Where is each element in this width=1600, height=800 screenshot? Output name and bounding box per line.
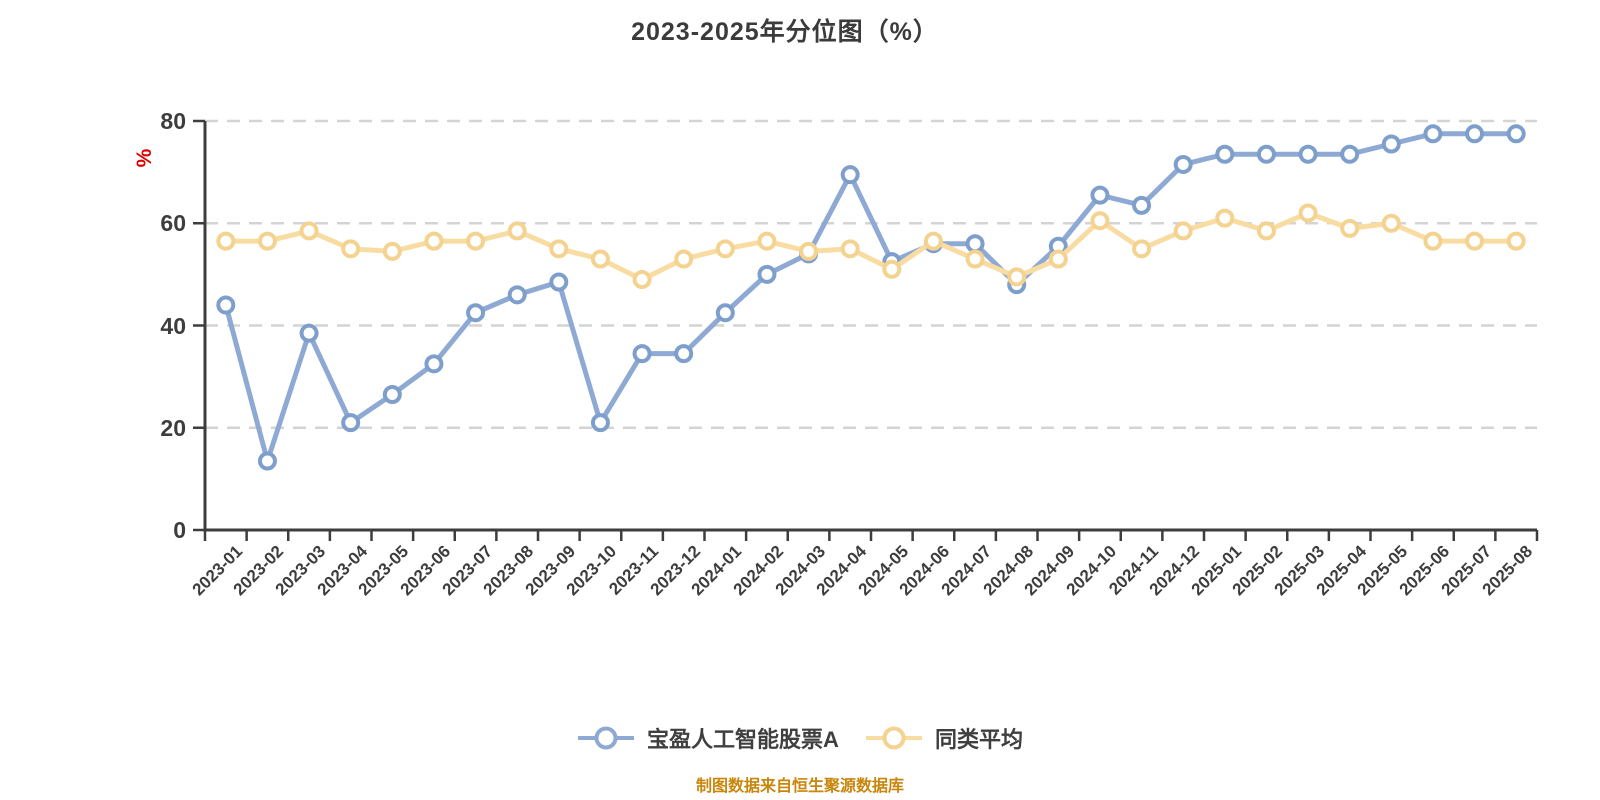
- data-source-note: 制图数据来自恒生聚源数据库: [695, 778, 904, 795]
- fund-point-2023-07[interactable]: [466, 303, 486, 323]
- fund-point-2023-08[interactable]: [507, 285, 527, 305]
- average-point-2023-03[interactable]: [299, 221, 319, 241]
- average-point-2024-04[interactable]: [840, 239, 860, 259]
- fund-point-2025-06[interactable]: [1423, 124, 1443, 144]
- legend-item-average[interactable]: 同类平均: [865, 722, 1023, 754]
- average-point-2025-05[interactable]: [1381, 213, 1401, 233]
- y-axis-label-60: 60: [160, 210, 186, 237]
- fund-legend-label: 宝盈人工智能股票A: [647, 727, 839, 752]
- fund-point-2023-03[interactable]: [299, 323, 319, 343]
- y-axis-label-40: 40: [160, 312, 186, 339]
- average-legend-marker: [865, 726, 922, 750]
- fund-point-2023-10[interactable]: [590, 413, 610, 433]
- average-point-2024-11[interactable]: [1132, 239, 1152, 259]
- fund-point-2024-07[interactable]: [965, 234, 985, 254]
- fund-point-2025-07[interactable]: [1465, 124, 1485, 144]
- average-point-2024-06[interactable]: [923, 231, 943, 251]
- average-legend-label: 同类平均: [934, 727, 1023, 752]
- average-point-2025-03[interactable]: [1298, 203, 1318, 223]
- average-point-2023-09[interactable]: [549, 239, 569, 259]
- y-axis-label-20: 20: [160, 414, 186, 441]
- average-point-2024-08[interactable]: [1007, 267, 1027, 287]
- fund-point-2023-02[interactable]: [257, 451, 277, 471]
- chart-title: 2023-2025年分位图（%）: [631, 18, 939, 46]
- fund-point-2023-06[interactable]: [424, 354, 444, 374]
- y-axis-label-80: 80: [160, 108, 186, 134]
- average-point-2023-02[interactable]: [257, 231, 277, 251]
- average-point-2025-04[interactable]: [1340, 218, 1360, 238]
- average-point-2025-06[interactable]: [1423, 231, 1443, 251]
- fund-point-2025-01[interactable]: [1215, 144, 1235, 164]
- fund-line: [223, 131, 1519, 464]
- average-point-2023-06[interactable]: [424, 231, 444, 251]
- fund-point-2025-05[interactable]: [1381, 134, 1401, 154]
- average-point-2025-02[interactable]: [1256, 221, 1276, 241]
- average-point-2025-07[interactable]: [1465, 231, 1485, 251]
- fund-point-2024-04[interactable]: [840, 165, 860, 185]
- average-point-2024-12[interactable]: [1173, 221, 1193, 241]
- average-point-2023-01[interactable]: [216, 231, 236, 251]
- average-point-2023-10[interactable]: [590, 249, 610, 269]
- fund-point-2024-02[interactable]: [757, 264, 777, 284]
- legend: 宝盈人工智能股票A 同类平均: [0, 718, 1600, 758]
- average-point-2023-04[interactable]: [341, 239, 361, 259]
- average-point-2024-09[interactable]: [1048, 249, 1068, 269]
- average-point-2023-08[interactable]: [507, 221, 527, 241]
- average-point-2025-01[interactable]: [1215, 208, 1235, 228]
- legend-item-fund[interactable]: 宝盈人工智能股票A: [577, 722, 839, 754]
- fund-point-2024-01[interactable]: [715, 303, 735, 323]
- fund-point-2024-10[interactable]: [1090, 185, 1110, 205]
- average-point-2023-05[interactable]: [382, 241, 402, 261]
- average-point-2024-05[interactable]: [882, 259, 902, 279]
- average-point-2023-12[interactable]: [674, 249, 694, 269]
- average-point-2024-03[interactable]: [799, 241, 819, 261]
- average-point-2024-10[interactable]: [1090, 211, 1110, 231]
- fund-point-2023-11[interactable]: [632, 344, 652, 364]
- average-point-2024-02[interactable]: [757, 231, 777, 251]
- average-point-2024-01[interactable]: [715, 239, 735, 259]
- average-point-2024-07[interactable]: [965, 249, 985, 269]
- average-point-2023-11[interactable]: [632, 269, 652, 289]
- fund-point-2025-04[interactable]: [1340, 144, 1360, 164]
- average-point-2023-07[interactable]: [466, 231, 486, 251]
- fund-point-2023-09[interactable]: [549, 272, 569, 292]
- fund-point-2024-11[interactable]: [1132, 195, 1152, 215]
- fund-point-2024-12[interactable]: [1173, 154, 1193, 174]
- fund-point-2023-12[interactable]: [674, 344, 694, 364]
- fund-point-2025-08[interactable]: [1506, 124, 1526, 144]
- fund-point-2023-04[interactable]: [341, 413, 361, 433]
- fund-legend-marker: [578, 726, 635, 750]
- average-point-2025-08[interactable]: [1506, 231, 1526, 251]
- fund-point-2025-02[interactable]: [1256, 144, 1276, 164]
- fund-point-2025-03[interactable]: [1298, 144, 1318, 164]
- fund-point-2023-01[interactable]: [216, 295, 236, 315]
- fund-point-2023-05[interactable]: [382, 385, 402, 405]
- y-axis-label-0: 0: [173, 517, 186, 543]
